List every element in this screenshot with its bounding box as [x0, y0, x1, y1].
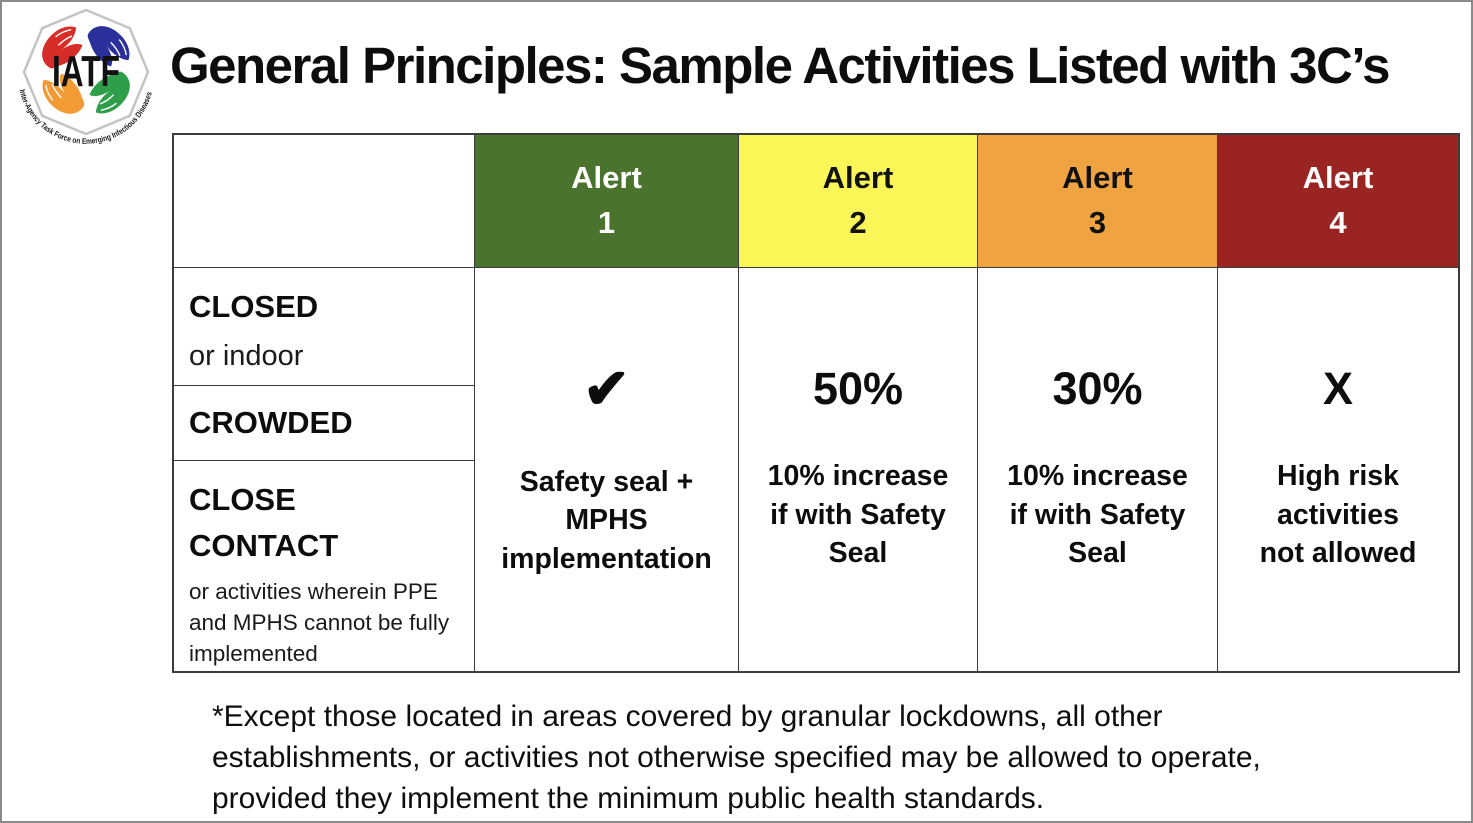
cell-alert-4: X High risk activities not allowed	[1218, 268, 1458, 671]
cell-alert-1: ✔ Safety seal + MPHS implementation	[475, 268, 738, 671]
iatf-logo: IATF Inter-Agency Task Force on Emerging…	[18, 8, 154, 146]
not-allowed-x-icon: X	[1322, 363, 1353, 415]
row-label-subtitle: or activities wherein PPE and MPHS canno…	[189, 578, 450, 666]
alert-level-table: Alert 1 Alert 2 Alert 3 Alert 4 CLOSED o…	[172, 133, 1460, 673]
row-label-title: CLOSED	[189, 289, 319, 324]
orange-hand-icon	[35, 66, 92, 123]
row-label-title: CROWDED	[189, 405, 353, 441]
header-cell-alert-1: Alert 1	[475, 135, 738, 267]
logo-acronym: IATF	[52, 47, 120, 96]
alert-label: Alert	[1062, 160, 1133, 196]
alert-label: Alert	[571, 160, 642, 196]
cell-alert-3: 30% 10% increase if with Safety Seal	[978, 268, 1217, 671]
cell-text: 10% increase if with Safety Seal	[767, 460, 949, 570]
blue-hand-icon	[80, 17, 137, 74]
red-hand-icon	[33, 19, 90, 76]
alert-level: 1	[597, 205, 616, 240]
cell-text: Safety seal + MPHS implementation	[501, 465, 712, 575]
row-label-title: CLOSE CONTACT	[189, 482, 339, 563]
capacity-value: 50%	[812, 363, 904, 415]
alert-level: 4	[1329, 205, 1347, 240]
header-cell-alert-3: Alert 3	[978, 135, 1217, 267]
green-hand-icon	[82, 64, 139, 121]
header-cell-blank	[174, 135, 474, 267]
row-label-closed: CLOSED or indoor	[174, 268, 474, 385]
header-cell-alert-2: Alert 2	[739, 135, 977, 267]
cell-alert-2: 50% 10% increase if with Safety Seal	[739, 268, 977, 671]
capacity-value: 30%	[1052, 363, 1143, 415]
check-mark-icon: ✔	[583, 356, 630, 420]
row-label-crowded: CROWDED	[174, 386, 474, 460]
cell-text: High risk activities not allowed	[1259, 460, 1417, 570]
alert-label: Alert	[822, 160, 894, 196]
alert-level: 2	[849, 205, 867, 240]
alert-label: Alert	[1302, 160, 1374, 196]
row-label-close-contact: CLOSE CONTACT or activities wherein PPE …	[174, 461, 474, 671]
header-cell-alert-4: Alert 4	[1218, 135, 1458, 267]
row-label-subtitle: or indoor	[189, 339, 304, 372]
page-title: General Principles: Sample Activities Li…	[170, 37, 1390, 94]
alert-level: 3	[1088, 205, 1107, 240]
footnote: *Except those located in areas covered b…	[212, 700, 1261, 816]
cell-text: 10% increase if with Safety Seal	[1007, 460, 1188, 570]
row-label-column: CLOSED or indoor CROWDED CLOSE CONTACT o…	[174, 268, 474, 671]
